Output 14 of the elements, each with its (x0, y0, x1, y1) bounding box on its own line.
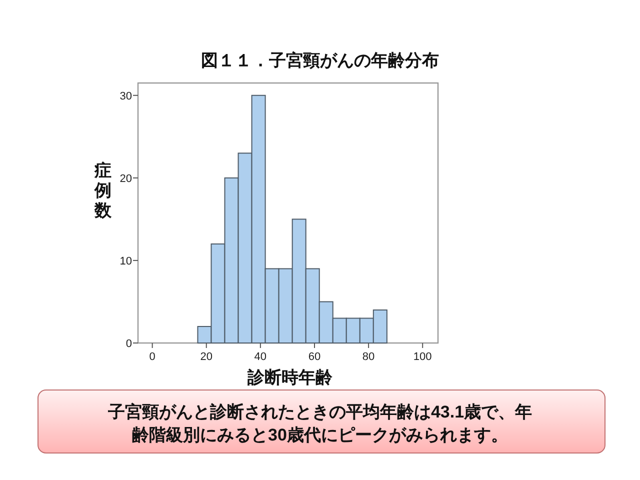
note: 子宮頸がんと診断されたときの平均年齢は43.1歳で、年齢階級別にみると30歳代にピークがみられます。 (38, 390, 606, 454)
y-tick-label: 30 (120, 90, 132, 102)
y-tick-label: 20 (120, 172, 132, 185)
x-tick-label: 80 (362, 351, 375, 363)
x-tick-label: 20 (200, 351, 213, 363)
y-tick-label: 10 (120, 255, 132, 268)
x-axis-title: 診断時年齢 (246, 368, 334, 387)
x-tick-label: 60 (308, 351, 321, 363)
x-tick-label: 0 (149, 351, 156, 363)
x-tick-label: 40 (254, 351, 267, 363)
y-tick-label: 0 (126, 338, 132, 350)
x-tick-label: 100 (413, 351, 432, 363)
y-axis-title: 症例数 (94, 161, 112, 220)
chart-title: 図１１．子宮頸がんの年齢分布 (201, 51, 439, 70)
